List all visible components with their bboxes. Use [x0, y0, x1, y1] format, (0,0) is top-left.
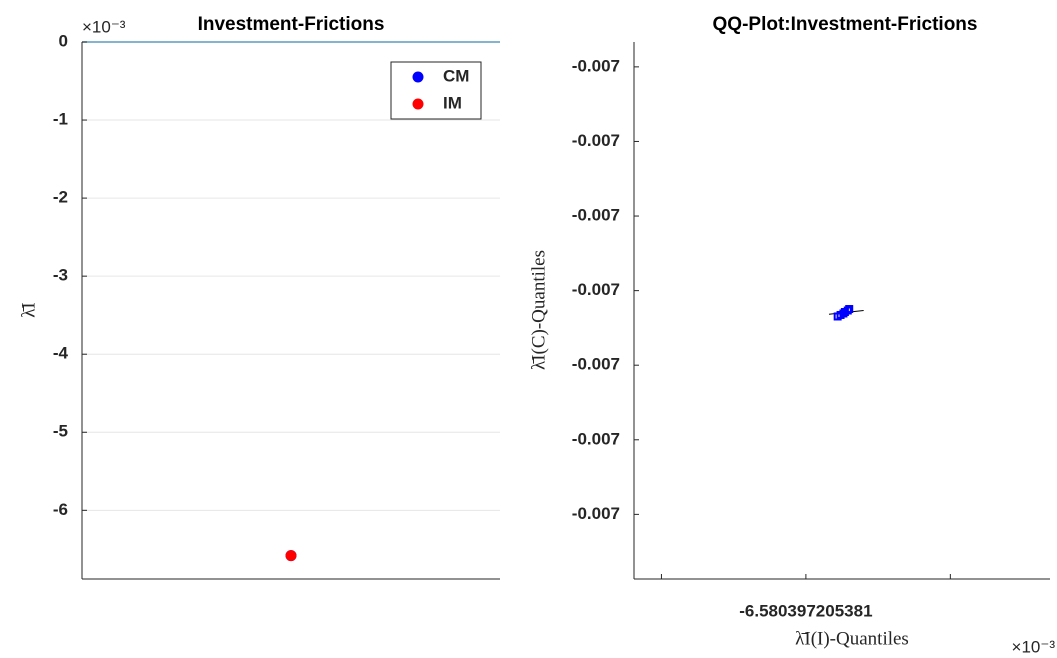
y-exponent: ×10⁻³ [82, 17, 126, 36]
y-tick-label: -0.007 [572, 56, 620, 75]
y-tick-label: 0 [59, 31, 68, 50]
legend-marker [412, 98, 424, 110]
x-exponent: ×10⁻³ [1012, 637, 1056, 656]
legend-label: IM [443, 93, 462, 112]
y-axis-label: λ̄I [18, 302, 39, 318]
legend-label: CM [443, 66, 469, 85]
y-tick-label: -0.007 [572, 280, 620, 299]
y-tick-label: -0.007 [572, 429, 620, 448]
y-axis-label: λ̄I(C)-Quantiles [528, 250, 549, 370]
y-tick-label: -4 [53, 344, 69, 363]
y-tick-label: -2 [53, 188, 68, 207]
y-tick-label: -0.007 [572, 206, 620, 225]
y-tick-label: -5 [53, 422, 68, 441]
y-tick-label: -3 [53, 266, 68, 285]
y-tick-label: -6 [53, 500, 68, 519]
y-tick-label: -0.007 [572, 131, 620, 150]
chart-title: Investment-Frictions [198, 14, 385, 35]
y-tick-label: -0.007 [572, 504, 620, 523]
point [843, 306, 852, 315]
y-tick-label: -1 [53, 110, 68, 129]
chart-title: QQ-Plot:Investment-Frictions [713, 14, 978, 35]
legend-box [390, 61, 482, 120]
point [845, 305, 854, 314]
point [285, 550, 297, 562]
legend-marker [412, 71, 424, 83]
y-tick-label: -0.007 [572, 355, 620, 374]
x-axis-label: λ̄I(I)-Quantiles [795, 628, 909, 649]
x-tick-label: -6.580397205381 [739, 601, 872, 620]
